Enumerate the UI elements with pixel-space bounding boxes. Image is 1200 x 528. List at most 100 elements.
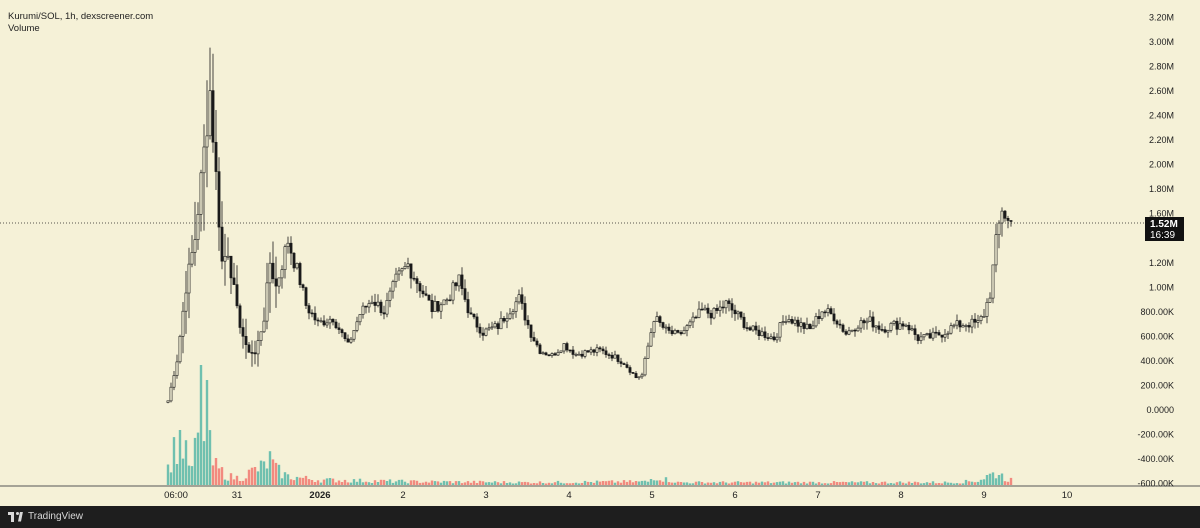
volume-bar: [232, 479, 236, 485]
volume-bar: [991, 472, 995, 485]
volume-bar: [922, 483, 926, 485]
volume-bar: [478, 480, 482, 485]
candle-body: [922, 334, 926, 338]
candle-body: [937, 332, 941, 336]
candle-body: [769, 336, 773, 339]
candle-body: [745, 327, 749, 329]
tradingview-brand[interactable]: TradingView: [8, 511, 83, 522]
candle-body: [796, 319, 800, 327]
candle-body: [538, 344, 542, 354]
volume-bar: [667, 482, 671, 485]
volume-bar: [919, 483, 923, 485]
volume-bar: [313, 482, 317, 485]
volume-bar: [211, 465, 215, 485]
candle-body: [478, 326, 482, 334]
candle-body: [274, 278, 278, 287]
volume-bar: [199, 365, 203, 485]
candle-body: [586, 350, 590, 353]
volume-bar: [970, 481, 974, 485]
candle-body: [577, 353, 581, 356]
volume-bar: [664, 477, 668, 485]
candle-body: [949, 325, 953, 334]
candle-body: [508, 313, 512, 319]
volume-bar: [742, 482, 746, 485]
candle-body: [793, 319, 797, 324]
volume-bar: [955, 483, 959, 485]
candle-body: [928, 333, 932, 339]
candle-body: [988, 297, 992, 303]
candle-body: [271, 262, 275, 280]
volume-bar: [910, 483, 914, 485]
volume-bar: [193, 437, 197, 485]
candle-body: [694, 316, 698, 319]
candle-body: [778, 322, 782, 338]
volume-bar: [766, 481, 770, 485]
volume-bar: [523, 481, 527, 485]
candle-body: [361, 305, 365, 315]
volume-bar: [676, 481, 680, 485]
volume-bar: [889, 483, 893, 485]
volume-bar: [892, 483, 896, 485]
volume-bar: [556, 480, 560, 485]
candle-body: [961, 325, 965, 328]
volume-bar: [529, 483, 533, 485]
volume-bar: [604, 481, 608, 485]
volume-bar: [685, 482, 689, 485]
price-chart[interactable]: 3.20M 3.00M 2.80M 2.60M 2.40M 2.20M 2.00M 1.80M…: [0, 0, 1200, 506]
y-tick-label: 1.00M: [1149, 282, 1174, 292]
volume-bar: [196, 432, 200, 485]
candle-body: [193, 239, 197, 253]
volume-bar: [844, 482, 848, 485]
volume-bar: [853, 482, 857, 485]
candle-body: [316, 319, 320, 322]
volume-bar: [643, 480, 647, 485]
candle-body: [442, 299, 446, 306]
candle-body: [202, 146, 206, 174]
candle-body: [589, 349, 593, 353]
volume-bar: [862, 481, 866, 485]
x-tick-label: 9: [981, 490, 986, 501]
volume-bar: [430, 480, 434, 485]
candle-body: [448, 299, 452, 302]
candle-body: [838, 323, 842, 326]
volume-bar: [961, 483, 965, 485]
x-tick-label: 06:00: [164, 490, 188, 501]
volume-bar: [949, 482, 953, 485]
volume-bar: [304, 475, 308, 485]
volume-bar: [388, 479, 392, 485]
volume-bar: [673, 482, 677, 485]
candle-body: [502, 317, 506, 322]
candle-body: [181, 310, 185, 337]
volume-bar: [691, 483, 695, 485]
candle-body: [880, 329, 884, 331]
candle-body: [628, 367, 632, 373]
volume-bar: [778, 481, 782, 485]
volume-bar: [271, 459, 275, 485]
price-tag: 1.52M 16:39: [1145, 217, 1184, 241]
volume-bar: [850, 481, 854, 485]
candle-body: [850, 329, 854, 332]
candle-body: [595, 347, 599, 353]
candle-body: [592, 349, 596, 353]
candle-body: [196, 214, 200, 240]
volume-bar: [475, 483, 479, 485]
candle-body: [739, 311, 743, 318]
candle-body: [184, 292, 188, 312]
y-tick-label: 1.60M: [1149, 209, 1174, 219]
volume-bar: [448, 481, 452, 485]
candle-body: [982, 315, 986, 318]
candle-body: [604, 350, 608, 355]
candle-body: [865, 320, 869, 324]
candle-body: [451, 282, 455, 301]
volume-bar: [625, 481, 629, 485]
volume-bar: [370, 483, 374, 485]
candle-body: [1003, 210, 1007, 219]
candle-body: [523, 303, 527, 321]
candle-body: [304, 287, 308, 306]
volume-bar: [628, 480, 632, 485]
candle-body: [814, 316, 818, 327]
candle-body: [469, 312, 473, 315]
tradingview-logo-icon: [8, 511, 24, 522]
y-tick-label: 600.00K: [1140, 331, 1174, 341]
candle-body: [889, 323, 893, 331]
